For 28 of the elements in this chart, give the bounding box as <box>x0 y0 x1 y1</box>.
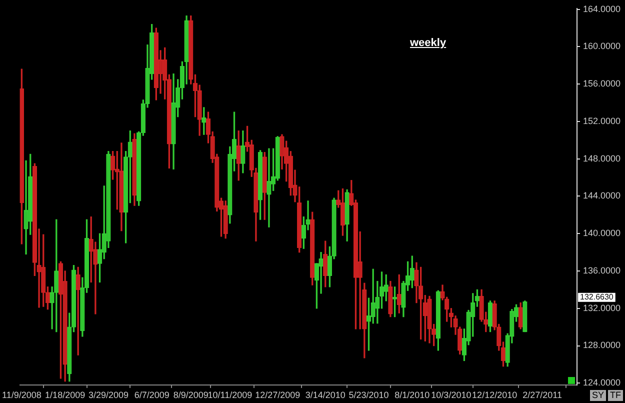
x-tick-label: 12/27/2009 <box>255 390 300 400</box>
x-tick-label: 3/14/2010 <box>305 390 346 400</box>
y-tick-label: 140.0000 <box>583 228 621 238</box>
text: SY <box>590 390 606 401</box>
x-tick-label: 1/18/2009 <box>45 390 86 400</box>
x-tick-label: 3/29/2009 <box>88 390 128 400</box>
text: 132.6630 <box>580 292 614 302</box>
x-tick-label: 8/1/2010 <box>394 390 430 400</box>
y-tick-label: 164.0000 <box>583 4 621 14</box>
y-tick-label: 128.0000 <box>583 340 621 350</box>
y-tick-label: 156.0000 <box>583 78 621 89</box>
y-tick-label: 132.0000 <box>583 302 621 313</box>
x-tick-label: 10/3/2010 <box>431 390 472 400</box>
x-tick-label: 8/9/2009 <box>173 390 208 400</box>
y-tick-label: 144.0000 <box>583 190 621 201</box>
x-tick-label: 5/23/2010 <box>348 390 389 400</box>
x-tick-label: 2/27/2011 <box>522 390 562 400</box>
y-tick-label: 152.0000 <box>583 116 621 126</box>
x-tick-label: 11/9/2008 <box>2 390 42 400</box>
text: TF <box>608 390 623 401</box>
y-tick-label: 148.0000 <box>583 153 621 164</box>
x-tick-label: 12/12/2010 <box>472 390 518 400</box>
x-tick-label: 6/7/2009 <box>134 390 170 400</box>
x-tick-label: 10/11/2009 <box>208 390 252 400</box>
y-tick-label: 160.0000 <box>583 41 621 52</box>
y-tick-label: 136.0000 <box>583 265 621 276</box>
text: weekly <box>410 37 446 49</box>
y-tick-label: 124.0000 <box>583 378 621 388</box>
